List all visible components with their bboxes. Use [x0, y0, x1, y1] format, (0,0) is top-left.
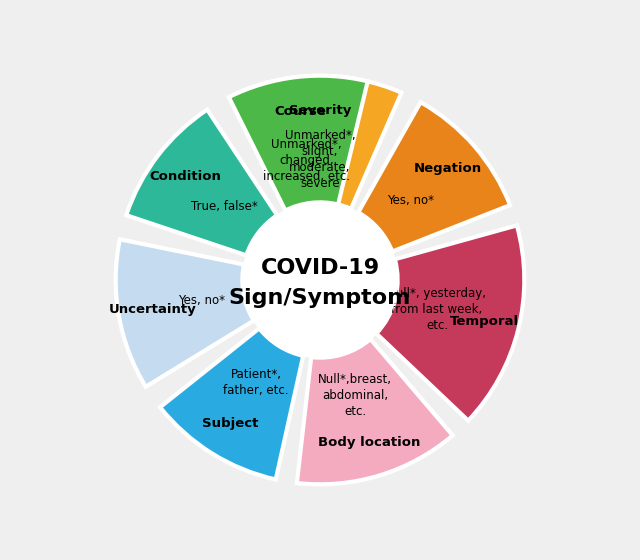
Text: Unmarked*,
slight,
moderate,
severe: Unmarked*, slight, moderate, severe	[285, 129, 355, 190]
Text: Severity: Severity	[289, 104, 351, 117]
Text: Uncertainty: Uncertainty	[109, 303, 197, 316]
Circle shape	[243, 202, 397, 358]
Text: COVID-19: COVID-19	[260, 258, 380, 278]
Wedge shape	[358, 102, 510, 251]
Text: Patient*,
father, etc.: Patient*, father, etc.	[223, 368, 289, 396]
Wedge shape	[239, 76, 401, 209]
Text: Unmarked*,
changed,
increased, etc.: Unmarked*, changed, increased, etc.	[263, 138, 350, 183]
Wedge shape	[116, 239, 254, 387]
Text: Yes, no*: Yes, no*	[387, 194, 435, 207]
Text: True, false*: True, false*	[191, 200, 258, 213]
Text: Condition: Condition	[150, 170, 221, 183]
Text: Yes, no*: Yes, no*	[178, 295, 225, 307]
Text: Temporal: Temporal	[450, 315, 519, 328]
Wedge shape	[126, 110, 277, 255]
Text: Course: Course	[275, 105, 327, 118]
Wedge shape	[160, 328, 303, 479]
Wedge shape	[229, 76, 368, 211]
Text: Sign/Symptom: Sign/Symptom	[229, 288, 411, 309]
Text: Null*,breast,
abdominal,
etc.: Null*,breast, abdominal, etc.	[318, 373, 392, 418]
Text: Body location: Body location	[318, 436, 420, 449]
Text: Negation: Negation	[414, 162, 482, 175]
Text: Null*, yesterday,
from last week,
etc.: Null*, yesterday, from last week, etc.	[387, 287, 486, 332]
Text: Subject: Subject	[202, 417, 259, 430]
Wedge shape	[297, 339, 452, 484]
Wedge shape	[376, 225, 524, 421]
